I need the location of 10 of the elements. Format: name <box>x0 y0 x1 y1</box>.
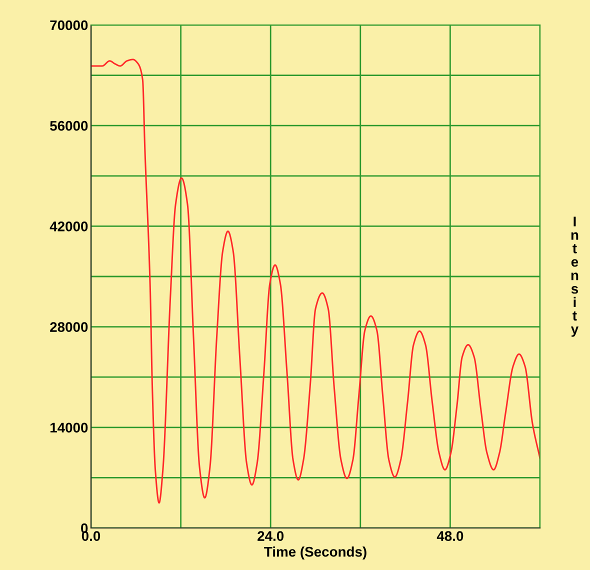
y-tick-label: 56000 <box>50 120 88 131</box>
x-axis-title: Time (Seconds) <box>264 546 366 560</box>
text: Intensity <box>570 216 579 337</box>
x-tick-label: 0.0 <box>82 531 100 541</box>
y-tick-label: 70000 <box>50 20 88 30</box>
y-tick-label: 14000 <box>50 422 88 433</box>
x-tick-label: 24.0 <box>258 531 284 541</box>
x-tick-label: 48.0 <box>436 531 464 541</box>
y-tick-label: 28000 <box>50 322 88 332</box>
y-tick-label: 42000 <box>50 222 88 232</box>
